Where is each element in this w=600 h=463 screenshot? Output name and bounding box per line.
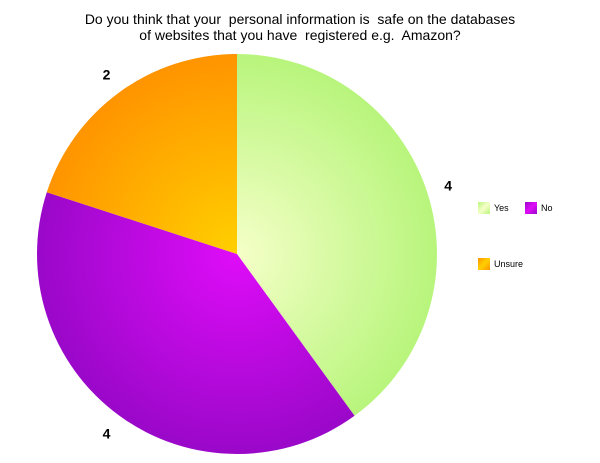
data-label-yes: 4 — [444, 177, 452, 193]
legend-swatch-unsure — [478, 258, 490, 270]
pie-slice-no — [37, 192, 355, 454]
pie-slice-unsure — [46, 54, 237, 254]
legend-label-unsure: Unsure — [494, 259, 523, 269]
legend-swatch-no — [525, 202, 537, 214]
pie-slice-yes — [237, 54, 437, 416]
data-label-no: 4 — [103, 426, 111, 442]
chart-title-line-2: of websites that you have registered e.g… — [139, 27, 461, 43]
legend-swatch-yes — [478, 202, 490, 214]
chart-title: Do you think that your personal informat… — [0, 11, 600, 43]
chart-title-line-1: Do you think that your personal informat… — [84, 11, 516, 27]
data-label-unsure: 2 — [103, 66, 111, 82]
pie-slices — [37, 54, 437, 454]
chart-legend: Yes No Unsure — [478, 202, 553, 270]
pie-data-labels: 4 4 2 — [103, 66, 453, 441]
legend-label-yes: Yes — [494, 203, 509, 213]
legend-label-no: No — [541, 203, 553, 213]
